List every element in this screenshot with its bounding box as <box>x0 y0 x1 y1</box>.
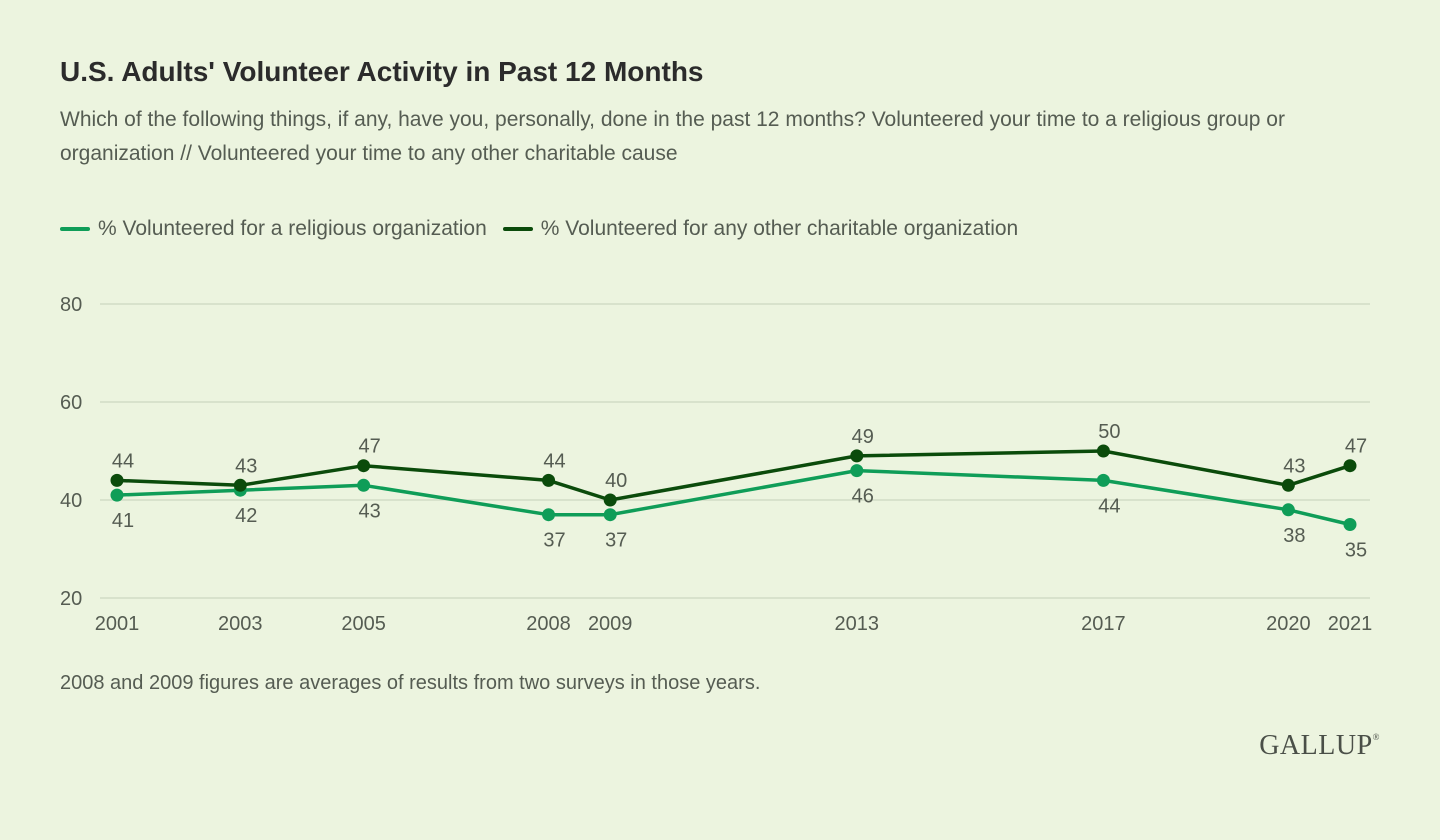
legend-swatch-religious <box>60 227 90 231</box>
data-point-charitable-2021 <box>1343 459 1357 473</box>
y-tick-label-20: 20 <box>60 588 82 610</box>
data-point-charitable-2008 <box>542 473 556 487</box>
legend-item-charitable: % Volunteered for any other charitable o… <box>502 217 1019 241</box>
x-tick-label-2013: 2013 <box>835 613 880 635</box>
y-tick-label-40: 40 <box>60 490 82 512</box>
data-label-religious-2020: 38 <box>1283 525 1305 547</box>
x-tick-label-2008: 2008 <box>526 613 571 635</box>
legend-label-religious: % Volunteered for a religious organizati… <box>98 217 487 240</box>
data-label-religious-2001: 41 <box>112 510 134 532</box>
data-label-charitable-2001: 44 <box>112 450 134 472</box>
y-tick-label-60: 60 <box>60 392 82 414</box>
data-point-religious-2013 <box>850 464 864 478</box>
chart-title: U.S. Adults' Volunteer Activity in Past … <box>60 56 704 87</box>
data-point-religious-2020 <box>1281 503 1295 517</box>
data-point-charitable-2013 <box>850 449 864 463</box>
data-label-religious-2017: 44 <box>1098 495 1120 517</box>
data-point-charitable-2001 <box>110 473 124 487</box>
data-point-charitable-2009 <box>603 493 617 507</box>
y-tick-label-80: 80 <box>60 294 82 316</box>
data-label-charitable-2009: 40 <box>605 470 627 492</box>
registered-mark: ® <box>1372 732 1380 742</box>
legend-label-charitable: % Volunteered for any other charitable o… <box>540 217 1019 240</box>
data-label-religious-2003: 42 <box>235 505 257 527</box>
data-label-religious-2008: 37 <box>543 530 565 552</box>
x-tick-label-2005: 2005 <box>341 613 386 635</box>
data-point-charitable-2017 <box>1096 444 1110 458</box>
data-point-religious-2005 <box>357 478 371 492</box>
data-label-charitable-2008: 44 <box>543 450 565 472</box>
x-tick-label-2017: 2017 <box>1081 613 1126 635</box>
data-point-charitable-2005 <box>357 459 371 473</box>
line-chart: 20 40 60 80 2001 2003 2005 2008 2009 2013 2017 2020… <box>60 294 1373 635</box>
data-point-religious-2001 <box>110 488 124 502</box>
chart-footnote: 2008 and 2009 figures are averages of re… <box>60 672 761 694</box>
x-tick-label-2021: 2021 <box>1328 613 1373 635</box>
x-tick-label-2009: 2009 <box>588 613 633 635</box>
legend-item-religious: % Volunteered for a religious organizati… <box>60 217 487 241</box>
chart-subtitle: Which of the following things, if any, h… <box>60 108 1285 165</box>
data-label-religious-2005: 43 <box>358 500 380 522</box>
legend: % Volunteered for a religious organizati… <box>60 214 1034 244</box>
data-point-charitable-2003 <box>233 478 247 492</box>
data-label-religious-2021: 35 <box>1345 540 1367 562</box>
gallup-logo-text: GALLUP <box>1259 730 1373 761</box>
data-label-charitable-2005: 47 <box>358 436 380 458</box>
data-label-charitable-2020: 43 <box>1283 455 1305 477</box>
gallup-logo: GALLUP® <box>1259 730 1380 762</box>
data-label-charitable-2017: 50 <box>1098 421 1120 443</box>
data-point-religious-2021 <box>1343 518 1357 531</box>
data-point-religious-2008 <box>542 508 556 522</box>
data-point-charitable-2020 <box>1281 478 1295 492</box>
x-tick-label-2003: 2003 <box>218 613 263 635</box>
data-label-charitable-2021: 47 <box>1345 436 1367 458</box>
data-label-religious-2013: 46 <box>852 486 874 508</box>
x-tick-label-2020: 2020 <box>1266 613 1311 635</box>
data-label-religious-2009: 37 <box>605 530 627 552</box>
data-point-religious-2017 <box>1096 473 1110 487</box>
x-tick-label-2001: 2001 <box>95 613 140 635</box>
data-label-charitable-2003: 43 <box>235 455 257 477</box>
data-point-religious-2009 <box>603 508 617 522</box>
data-label-charitable-2013: 49 <box>852 426 874 448</box>
legend-swatch-charitable <box>502 227 533 231</box>
